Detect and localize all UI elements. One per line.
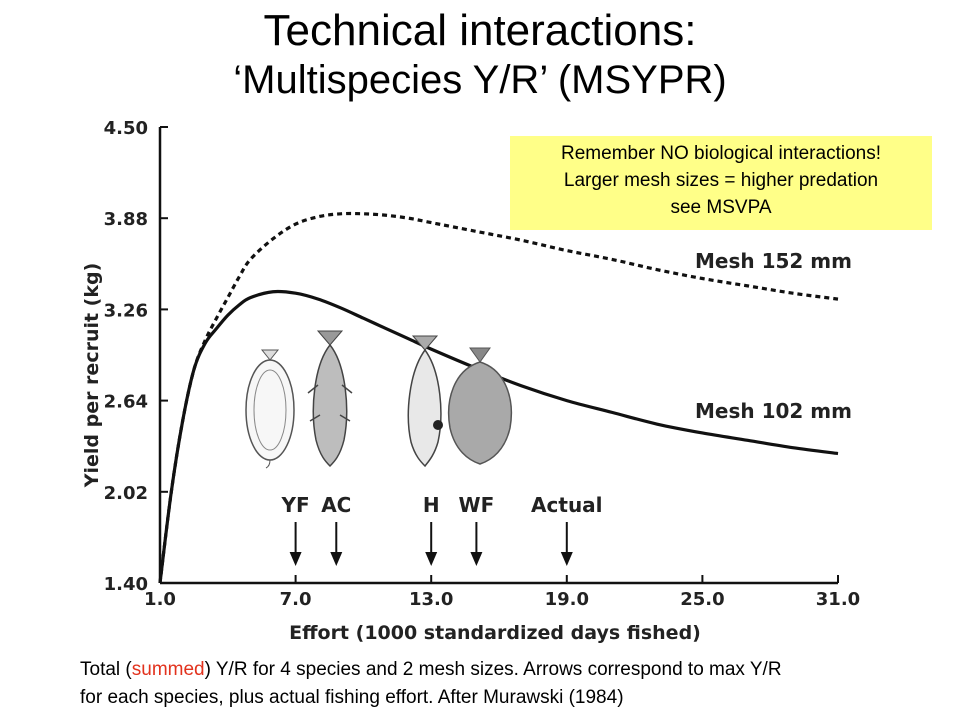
series-label-mesh-102: Mesh 102 mm [695, 399, 852, 423]
x-tick-label: 19.0 [545, 589, 589, 610]
arrow-head-yf [289, 552, 302, 566]
arrow-head-actual [560, 552, 573, 566]
x-tick-label: 31.0 [816, 589, 860, 610]
caption-part-1: Total ( [80, 659, 132, 680]
arrow-label-ac: AC [321, 493, 351, 517]
title-line-1: Technical interactions: [263, 6, 697, 55]
caption-line-2: for each species, plus actual fishing ef… [80, 687, 624, 708]
y-tick-label: 4.50 [104, 118, 148, 139]
note-line-2: Larger mesh sizes = higher predation [563, 170, 879, 191]
y-tick-label: 1.40 [104, 574, 148, 595]
atlantic-cod-icon [307, 330, 353, 468]
arrow-label-wf: WF [459, 493, 495, 517]
y-tick-label: 3.88 [104, 209, 148, 230]
y-axis-label: Yield per recruit (kg) [81, 263, 103, 489]
x-tick-label: 13.0 [409, 589, 453, 610]
yellowtail-flounder-icon [245, 349, 295, 469]
series-label-mesh-152: Mesh 152 mm [695, 249, 852, 273]
winter-flounder-tail [469, 347, 491, 363]
note-line-3: see MSVPA [670, 197, 772, 218]
title-line-2: ‘Multispecies Y/R’ (MSYPR) [233, 58, 727, 102]
x-tick-label: 1.0 [144, 589, 176, 610]
cod-fins [307, 384, 353, 422]
x-axis-label: Effort (1000 standardized days fished) [289, 622, 701, 644]
haddock-tail [411, 335, 439, 351]
x-tick-label: 25.0 [680, 589, 724, 610]
arrow-label-actual: Actual [531, 493, 602, 517]
arrow-head-ac [330, 552, 343, 566]
species-illustrations [245, 330, 513, 469]
y-tick-label: 3.26 [104, 300, 148, 321]
haddock-spot [433, 420, 443, 430]
series-line-mesh-102 [158, 289, 839, 584]
arrow-head-wf [470, 552, 483, 566]
note-line-1: Remember NO biological interactions! [561, 143, 881, 164]
cod-tail [316, 330, 344, 346]
caption-highlight: summed [131, 659, 205, 680]
cod-body [312, 343, 348, 468]
figure-caption: Total (summed) Y/R for 4 species and 2 m… [80, 656, 940, 712]
y-tick-label: 2.64 [104, 392, 148, 413]
note-box: Remember NO biological interactions! Lar… [510, 136, 932, 230]
flounder-body [245, 359, 295, 461]
arrow-label-yf: YF [281, 493, 310, 517]
winter-flounder-icon [447, 347, 513, 465]
arrow-head-h [425, 552, 438, 566]
flounder-tail [260, 349, 280, 361]
arrow-label-h: H [423, 493, 440, 517]
x-tick-label: 7.0 [280, 589, 312, 610]
haddock-icon [407, 335, 443, 468]
winter-flounder-body [447, 361, 513, 465]
haddock-body [407, 348, 442, 468]
flounder-fin-line [253, 369, 287, 451]
y-tick-label: 2.02 [104, 483, 148, 504]
flounder-head [265, 459, 271, 469]
caption-part-2: ) Y/R for 4 species and 2 mesh sizes. Ar… [204, 659, 782, 680]
